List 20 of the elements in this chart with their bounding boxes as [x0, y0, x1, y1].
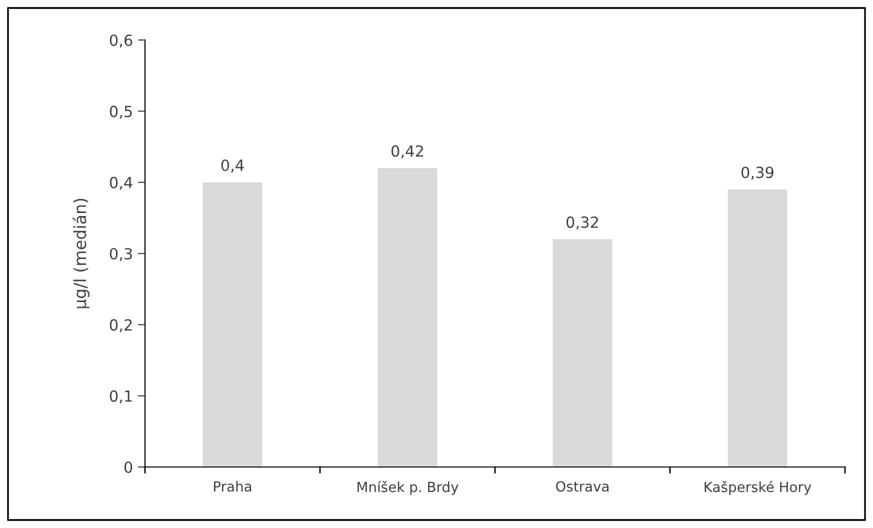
data-label: 0,4 [221, 159, 244, 173]
data-label: 0,32 [566, 216, 598, 230]
bar [552, 239, 612, 467]
y-axis-title: µg/l (medián) [72, 198, 90, 308]
y-tick-label: 0,2 [110, 319, 132, 332]
x-tick-label: Kašperské Hory [704, 480, 812, 495]
data-label: 0,39 [742, 166, 774, 180]
y-tick-label: 0,6 [110, 34, 132, 48]
x-tick-label: Ostrava [556, 481, 609, 492]
bar [728, 189, 788, 467]
data-label: 0,42 [392, 145, 423, 158]
x-tick-label: Praha [214, 480, 252, 492]
y-tick-label: 0,4 [110, 176, 132, 190]
y-tick-label: 0 [124, 461, 132, 474]
x-tick-label: Mníšek p. Brdy [358, 480, 458, 495]
y-tick-label: 0,3 [110, 248, 132, 262]
bar [202, 182, 262, 467]
y-tick-label: 0,1 [110, 390, 132, 404]
bar [378, 168, 438, 467]
y-tick-label: 0,5 [110, 106, 132, 119]
